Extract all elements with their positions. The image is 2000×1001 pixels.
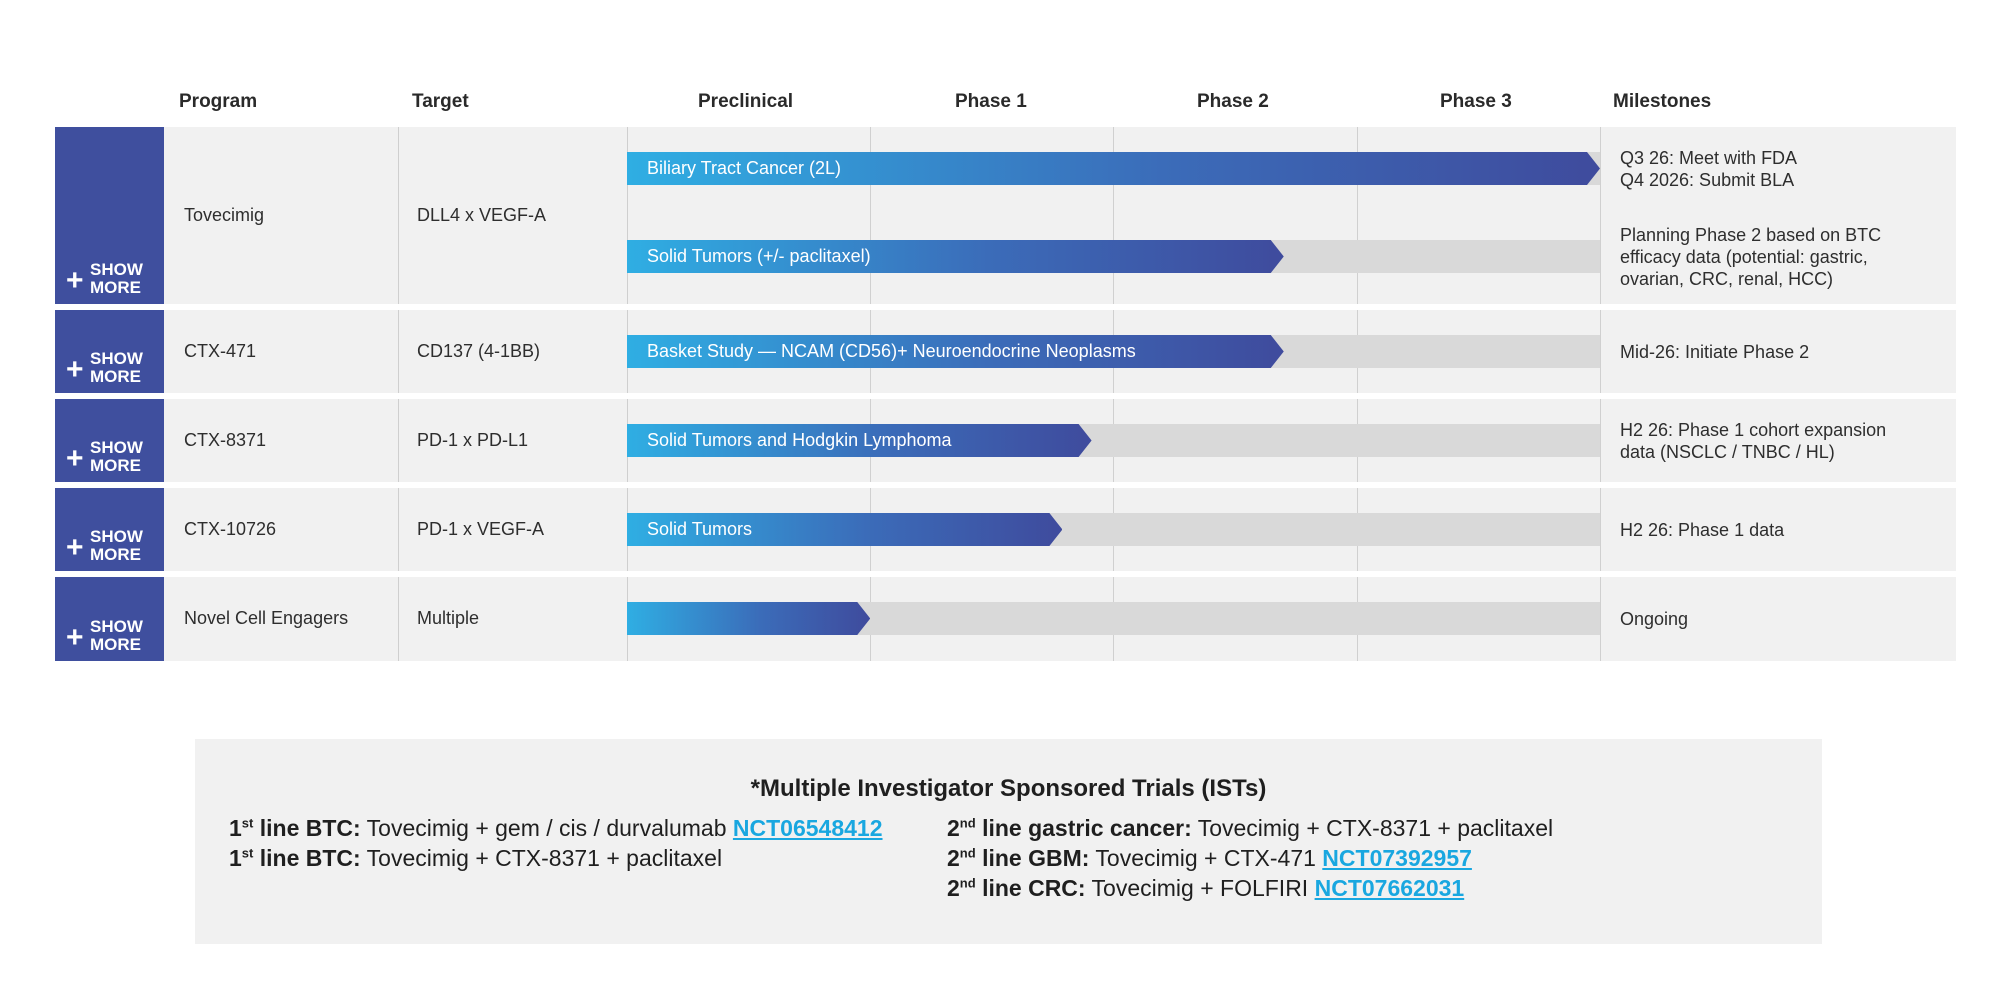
header-milestones: Milestones xyxy=(1613,91,1712,112)
show-more-button[interactable]: + SHOW MORE xyxy=(55,310,164,393)
show-more-button[interactable]: + SHOW MORE xyxy=(55,577,164,661)
trial-link[interactable]: NCT07392957 xyxy=(1322,845,1472,871)
trial-link[interactable]: NCT07662031 xyxy=(1314,875,1465,901)
show-more-label: SHOW MORE xyxy=(90,260,143,297)
plus-icon: + xyxy=(66,353,84,386)
progress-bar: Basket Study — NCAM (CD56)+ Neuroendocri… xyxy=(627,335,1284,368)
trial-item: 1st line BTC: Tovecimig + gem / cis / du… xyxy=(229,815,883,842)
milestone-line: ovarian, CRC, renal, HCC) xyxy=(1620,268,1834,289)
trial-link[interactable]: NCT06548412 xyxy=(732,815,883,841)
header-phase-1: Phase 1 xyxy=(955,91,1027,112)
show-more-button[interactable]: + SHOW MORE xyxy=(55,488,164,571)
trial-regimen: Tovecimig + gem / cis / durvalumab xyxy=(360,815,733,841)
show-more-label: SHOW MORE xyxy=(90,349,143,386)
column-divider xyxy=(1600,577,1601,661)
table-row: + SHOW MORE CTX-10726 PD-1 x VEGF-A Solid Tum… xyxy=(55,488,1956,571)
header-phase-3: Phase 3 xyxy=(1440,91,1512,112)
plus-icon: + xyxy=(66,621,84,654)
milestone-line: efficacy data (potential: gastric, xyxy=(1620,246,1868,267)
milestone-text: H2 26: Phase 1 data xyxy=(1620,519,1784,541)
trial-item: 1st line BTC: Tovecimig + CTX-8371 + pac… xyxy=(229,845,722,872)
trial-item: 2nd line gastric cancer: Tovecimig + CTX… xyxy=(947,815,1553,842)
column-divider xyxy=(627,127,628,304)
column-divider xyxy=(398,577,399,661)
column-divider xyxy=(398,310,399,393)
column-divider xyxy=(1600,310,1601,393)
milestone-line: H2 26: Phase 1 cohort expansion xyxy=(1620,419,1887,440)
plus-icon: + xyxy=(66,264,84,297)
header-preclinical: Preclinical xyxy=(698,91,794,112)
show-more-button[interactable]: + SHOW MORE xyxy=(55,399,164,482)
progress-bar xyxy=(627,602,870,635)
trial-regimen: Tovecimig + CTX-8371 + paclitaxel xyxy=(360,845,723,871)
target-name: PD-1 x PD-L1 xyxy=(417,429,529,450)
milestone-text: Ongoing xyxy=(1620,608,1688,630)
milestone-text: Planning Phase 2 based on BTC efficacy da… xyxy=(1620,224,1881,290)
trial-line-label: 1st line BTC: xyxy=(229,845,361,871)
target-name: Multiple xyxy=(417,608,480,628)
column-divider xyxy=(1600,488,1601,571)
program-name: CTX-8371 xyxy=(184,429,267,450)
trial-line-label: 2nd line GBM: xyxy=(947,845,1090,871)
show-more-label: SHOW MORE xyxy=(90,617,143,654)
trial-regimen: Tovecimig + CTX-471 xyxy=(1089,845,1323,871)
milestone-line: data (NSCLC / TNBC / HL) xyxy=(1620,441,1835,462)
table-row: + SHOW MORE Novel Cell Engagers Multiple Ongo… xyxy=(55,577,1956,661)
program-name: CTX-471 xyxy=(184,340,257,361)
ist-title: *Multiple Investigator Sponsored Trials … xyxy=(750,775,1267,802)
ist-panel: *Multiple Investigator Sponsored Trials … xyxy=(195,739,1822,944)
milestone-line: Q4 2026: Submit BLA xyxy=(1620,169,1795,190)
milestone-line: Mid-26: Initiate Phase 2 xyxy=(1620,341,1810,362)
table-row: + SHOW MORE CTX-8371 PD-1 x PD-L1 Solid Tumor… xyxy=(55,399,1956,482)
trial-item: 2nd line CRC: Tovecimig + FOLFIRI NCT076… xyxy=(947,875,1464,902)
show-more-label: SHOW MORE xyxy=(90,527,143,564)
header-target: Target xyxy=(412,91,469,112)
plus-icon: + xyxy=(66,531,84,564)
column-divider xyxy=(1600,127,1601,304)
column-divider xyxy=(1113,127,1114,304)
header-phase-2: Phase 2 xyxy=(1197,91,1269,112)
column-divider xyxy=(1357,127,1358,304)
program-name: Novel Cell Engagers xyxy=(184,608,349,628)
progress-bar: Biliary Tract Cancer (2L) xyxy=(627,152,1600,185)
trial-regimen: Tovecimig + FOLFIRI xyxy=(1085,875,1315,901)
milestone-text: H2 26: Phase 1 cohort expansion data (NSC… xyxy=(1620,419,1886,463)
column-divider xyxy=(398,399,399,482)
milestone-line: Q3 26: Meet with FDA xyxy=(1620,147,1798,168)
target-name: PD-1 x VEGF-A xyxy=(417,518,545,539)
column-divider xyxy=(398,488,399,571)
target-name: DLL4 x VEGF-A xyxy=(417,204,547,225)
column-divider xyxy=(398,127,399,304)
progress-bar: Solid Tumors (+/- paclitaxel) xyxy=(627,240,1284,273)
show-more-label: SHOW MORE xyxy=(90,438,143,475)
progress-bar: Solid Tumors and Hodgkin Lymphoma xyxy=(627,424,1092,457)
program-name: CTX-10726 xyxy=(184,518,277,539)
milestone-line: H2 26: Phase 1 data xyxy=(1620,519,1785,540)
show-more-button[interactable]: + SHOW MORE xyxy=(55,127,164,304)
plus-icon: + xyxy=(66,442,84,475)
progress-bar: Solid Tumors xyxy=(627,513,1062,546)
target-name: CD137 (4-1BB) xyxy=(417,340,541,361)
milestone-line: Planning Phase 2 based on BTC xyxy=(1620,224,1882,245)
milestone-text: Q3 26: Meet with FDA Q4 2026: Submit BLA xyxy=(1620,147,1797,191)
table-row: + SHOW MORE Tovecimig DLL4 x VEGF-A Biliary T… xyxy=(55,127,1956,304)
milestone-text: Mid-26: Initiate Phase 2 xyxy=(1620,341,1809,363)
table-row: + SHOW MORE CTX-471 CD137 (4-1BB) Basket Stud… xyxy=(55,310,1956,393)
header-program: Program xyxy=(179,91,258,112)
trial-line-label: 2nd line CRC: xyxy=(947,875,1086,901)
milestone-line: Ongoing xyxy=(1620,608,1689,629)
column-divider xyxy=(870,127,871,304)
column-divider xyxy=(1600,399,1601,482)
trial-item: 2nd line GBM: Tovecimig + CTX-471 NCT073… xyxy=(947,845,1472,872)
trial-line-label: 1st line BTC: xyxy=(229,815,361,841)
program-name: Tovecimig xyxy=(184,204,265,225)
trial-regimen: Tovecimig + CTX-8371 + paclitaxel xyxy=(1191,815,1554,841)
trial-line-label: 2nd line gastric cancer: xyxy=(947,815,1192,841)
